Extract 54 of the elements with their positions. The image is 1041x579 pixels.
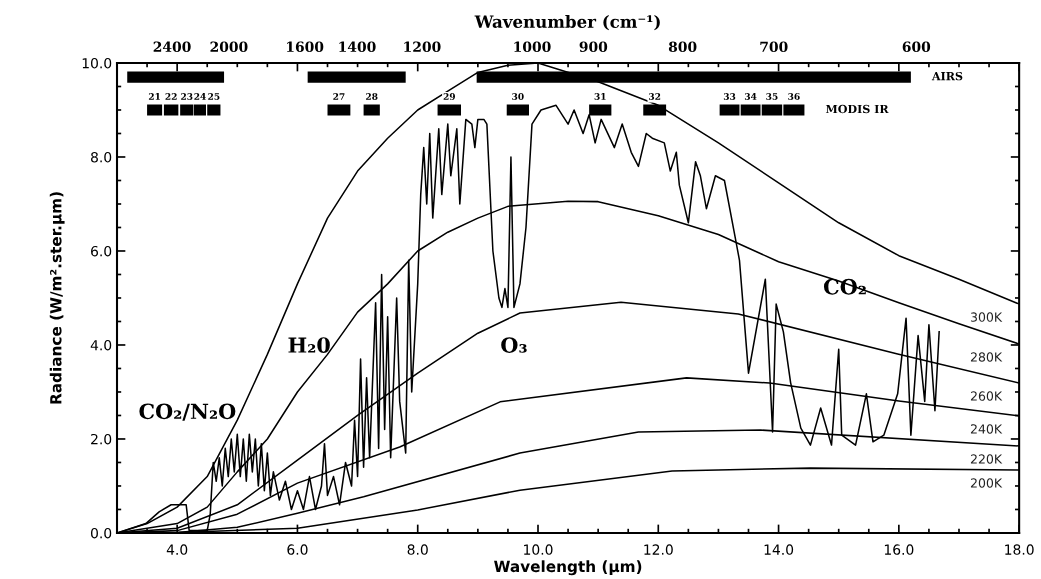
x-tick-label: 6.0 [287, 544, 308, 555]
annotation: 21 [148, 93, 160, 100]
annotation: CO₂ [823, 278, 866, 295]
annotation: 30 [512, 93, 524, 100]
annotation: 29 [443, 93, 456, 100]
annotation: H₂0 [288, 337, 330, 353]
text: 1000 [514, 41, 551, 52]
legend-label: 300K [970, 312, 1003, 322]
annotation: 23 [181, 93, 193, 100]
annotation: CO₂/N₂O [139, 403, 236, 421]
text: 800 [668, 41, 697, 52]
y-tick-label: 2.0 [91, 433, 112, 445]
text: 1600 [287, 41, 324, 52]
series-label: AIRS [931, 71, 963, 81]
x-tick-label: 4.0 [166, 544, 188, 555]
annotation: 25 [208, 93, 220, 100]
y-axis-title: Radiance (W/m².ster.µm) [49, 192, 65, 404]
y-tick-label: 4.0 [90, 339, 112, 351]
annotation: 36 [788, 93, 800, 100]
annotation: 24 [194, 93, 206, 100]
text: 2000 [210, 41, 248, 52]
x-tick-label: 10.0 [524, 544, 553, 555]
text: 700 [760, 41, 788, 52]
x-tick-label: 14.0 [764, 544, 794, 555]
annotation: 32 [649, 93, 661, 100]
text: 900 [579, 41, 608, 52]
y-tick-label: 10.0 [82, 57, 112, 69]
legend-label: 260K [970, 391, 1003, 401]
annotation: 22 [165, 93, 177, 100]
x-tick-label: 18.0 [1005, 544, 1034, 555]
y-tick-label: 8.0 [91, 151, 112, 163]
series-label: 240K [970, 424, 1003, 434]
text: 1200 [404, 41, 441, 52]
x-axis-title: Wavelength (µm) [494, 560, 642, 576]
series-label: MODIS IR [825, 104, 889, 114]
annotation: 31 [594, 93, 606, 100]
y-tick-label: 6.0 [91, 245, 112, 257]
annotation: 27 [333, 93, 345, 100]
annotation: 34 [744, 93, 757, 100]
text: 1400 [339, 41, 376, 52]
legend-label: 220K [970, 454, 1003, 464]
y-tick-label: 0.0 [90, 527, 112, 539]
x2-axis-title: Wavenumber (cm⁻¹) [474, 14, 660, 31]
series-label: 280K [970, 352, 1003, 362]
x-tick-label: 16.0 [884, 544, 914, 555]
x-tick-label: 8.0 [407, 544, 428, 555]
annotation: O₃ [501, 337, 527, 353]
annotation: 35 [766, 93, 778, 100]
x-tick-label: 12.0 [644, 544, 673, 555]
text: 2400 [153, 41, 191, 52]
legend-label: 200K [970, 478, 1003, 488]
annotation: 28 [366, 93, 378, 100]
annotation: 33 [723, 93, 736, 100]
text: 600 [902, 41, 931, 52]
